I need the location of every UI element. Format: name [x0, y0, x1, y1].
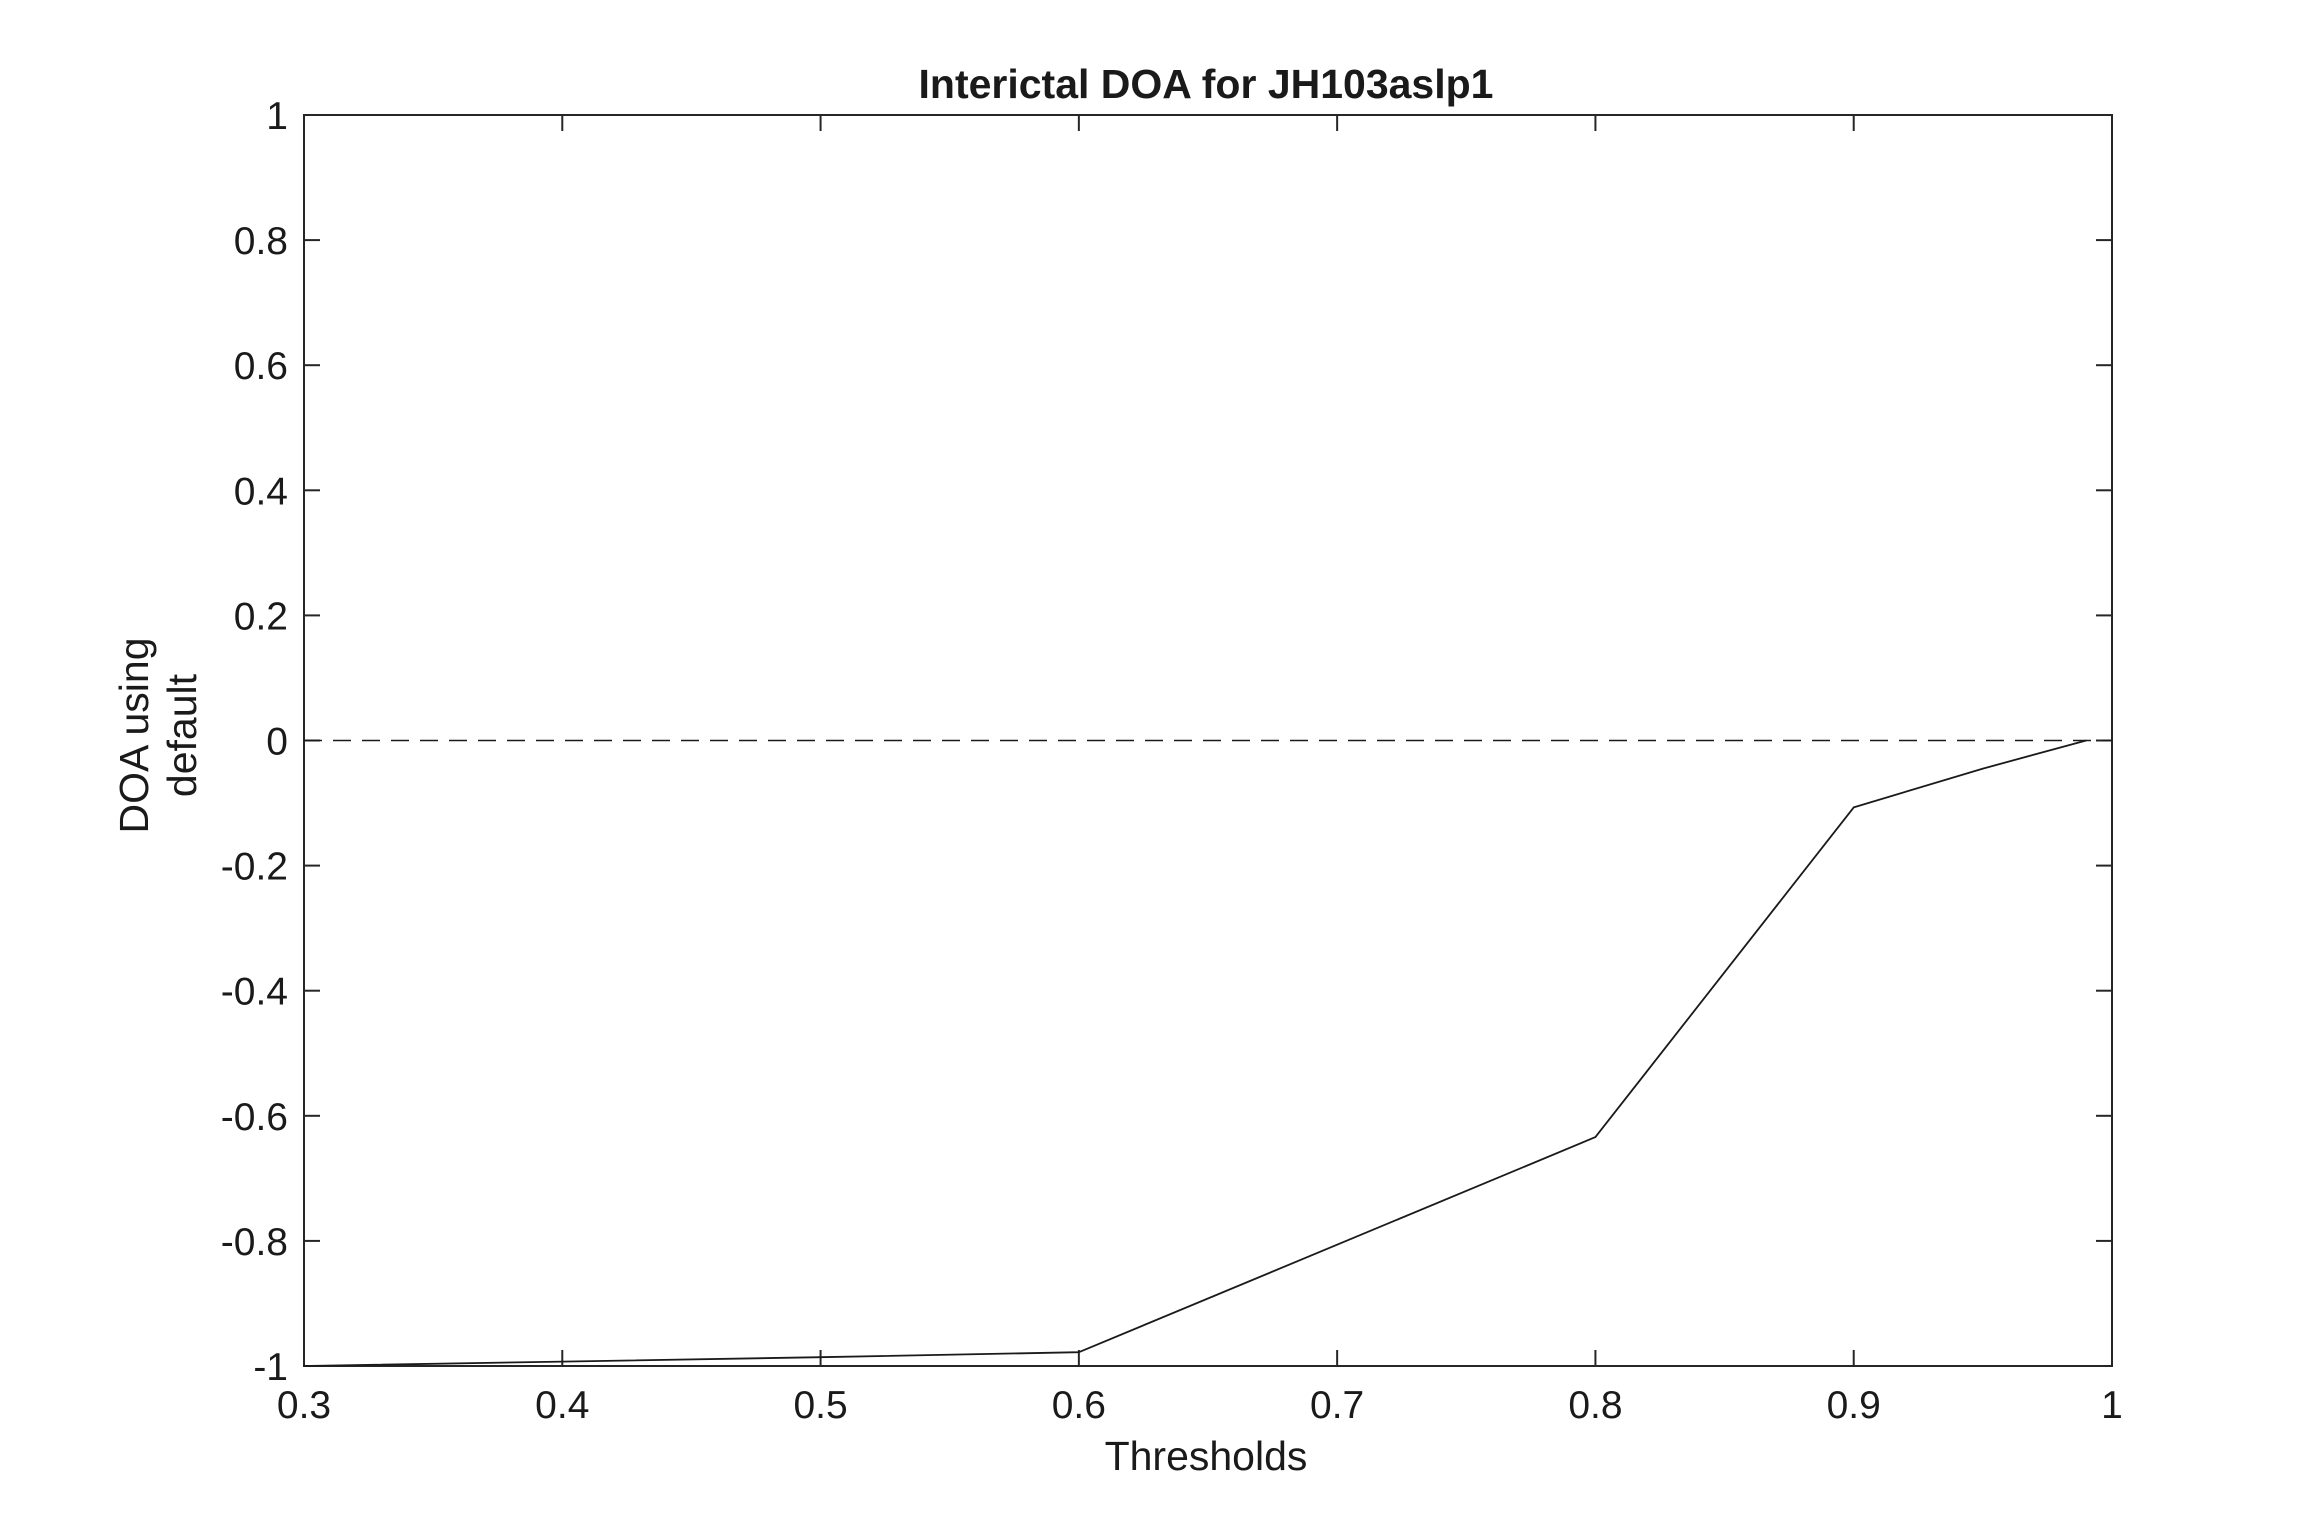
data-point	[303, 1365, 305, 1367]
y-tick-label: -0.4	[221, 971, 288, 1014]
y-axis-title-line: default	[159, 673, 205, 797]
data-point	[2085, 739, 2087, 742]
data-point	[1594, 1136, 1597, 1138]
x-tick-label: 0.3	[277, 1384, 331, 1427]
data-point	[1078, 1351, 1080, 1354]
plot-data	[303, 739, 2112, 1367]
x-axis-title: Thresholds	[1105, 1433, 1308, 1479]
series-line	[303, 739, 2087, 1367]
data-point	[819, 1356, 822, 1359]
y-tick-label: 0.8	[234, 220, 288, 263]
y-tick-label: -0.8	[221, 1221, 288, 1264]
data-point	[1852, 806, 1855, 809]
x-tick-label: 0.6	[1052, 1384, 1106, 1427]
y-tick-label: 0.4	[234, 470, 288, 513]
x-tick-label: 0.7	[1310, 1384, 1364, 1427]
y-axis-title-line: DOA using	[111, 638, 157, 834]
y-axis-title: DOA using default	[111, 638, 205, 834]
y-tick-label: -0.2	[221, 846, 288, 889]
y-tick-label: -1	[253, 1346, 288, 1389]
y-tick-label: 1	[266, 95, 288, 138]
chart-title: Interictal DOA for JH103aslp1	[919, 61, 1494, 107]
data-point	[1982, 767, 1984, 770]
y-tick-label: 0.6	[234, 345, 288, 388]
x-tick-label: 1	[2101, 1384, 2123, 1427]
y-tick-label: -0.6	[221, 1096, 288, 1139]
y-tick-label: 0	[266, 721, 288, 764]
axes: 0.3 0.4 0.5 0.6 0.7 0.8 0.9 1 -1 -0.8 -0.6 -0.4 -0.2…	[221, 95, 2123, 1427]
x-tick-label: 0.8	[1568, 1384, 1622, 1427]
data-point	[1336, 1243, 1338, 1246]
x-tick-label: 0.4	[535, 1384, 589, 1427]
y-tick-label: 0.2	[234, 595, 288, 638]
x-tick-label: 0.9	[1827, 1384, 1881, 1427]
x-tick-label: 0.5	[793, 1384, 847, 1427]
data-point	[561, 1360, 564, 1363]
